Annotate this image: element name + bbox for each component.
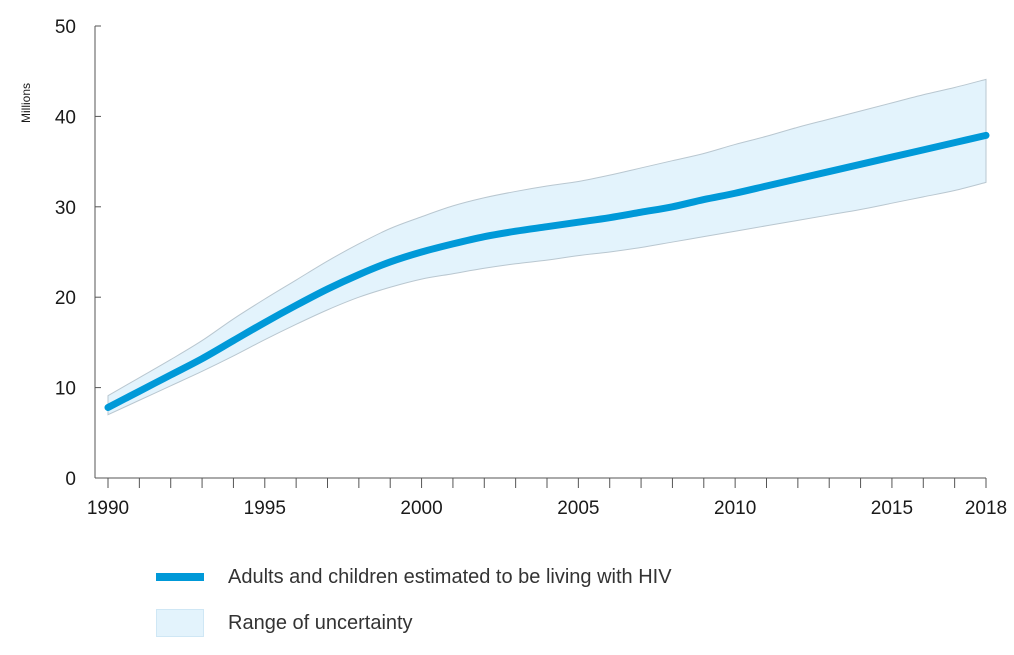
uncertainty-band-layer — [108, 79, 986, 414]
y-tick-label: 10 — [55, 379, 76, 400]
x-tick-label: 2005 — [557, 498, 599, 519]
x-tick-label: 1995 — [244, 498, 286, 519]
tick-labels-layer: 0 10 20 30 40 50 1990 1995 2000 2005 2010 2015 2018 M… — [19, 17, 1007, 519]
y-axis-title: Millions — [19, 83, 33, 123]
legend-line-swatch — [156, 573, 204, 581]
x-tick-label: 2015 — [871, 498, 913, 519]
legend: Adults and children estimated to be livi… — [156, 563, 672, 655]
y-tick-label: 20 — [55, 288, 76, 309]
x-tick-label: 2000 — [400, 498, 442, 519]
hiv-chart: 0 10 20 30 40 50 1990 1995 2000 2005 2010 2015 2018 M… — [0, 0, 1014, 560]
legend-item-band: Range of uncertainty — [156, 609, 672, 637]
y-tick-label: 0 — [65, 469, 76, 490]
legend-band-swatch — [156, 609, 204, 637]
y-tick-label: 40 — [55, 107, 76, 128]
legend-series-label: Adults and children estimated to be livi… — [228, 566, 672, 589]
x-tick-label: 2018 — [965, 498, 1007, 519]
y-tick-label: 50 — [55, 17, 76, 38]
legend-band-label: Range of uncertainty — [228, 612, 413, 635]
x-tick-label: 1990 — [87, 498, 129, 519]
legend-item-series: Adults and children estimated to be livi… — [156, 563, 672, 591]
uncertainty-band — [108, 79, 986, 414]
x-tick-label: 2010 — [714, 498, 756, 519]
y-tick-label: 30 — [55, 198, 76, 219]
